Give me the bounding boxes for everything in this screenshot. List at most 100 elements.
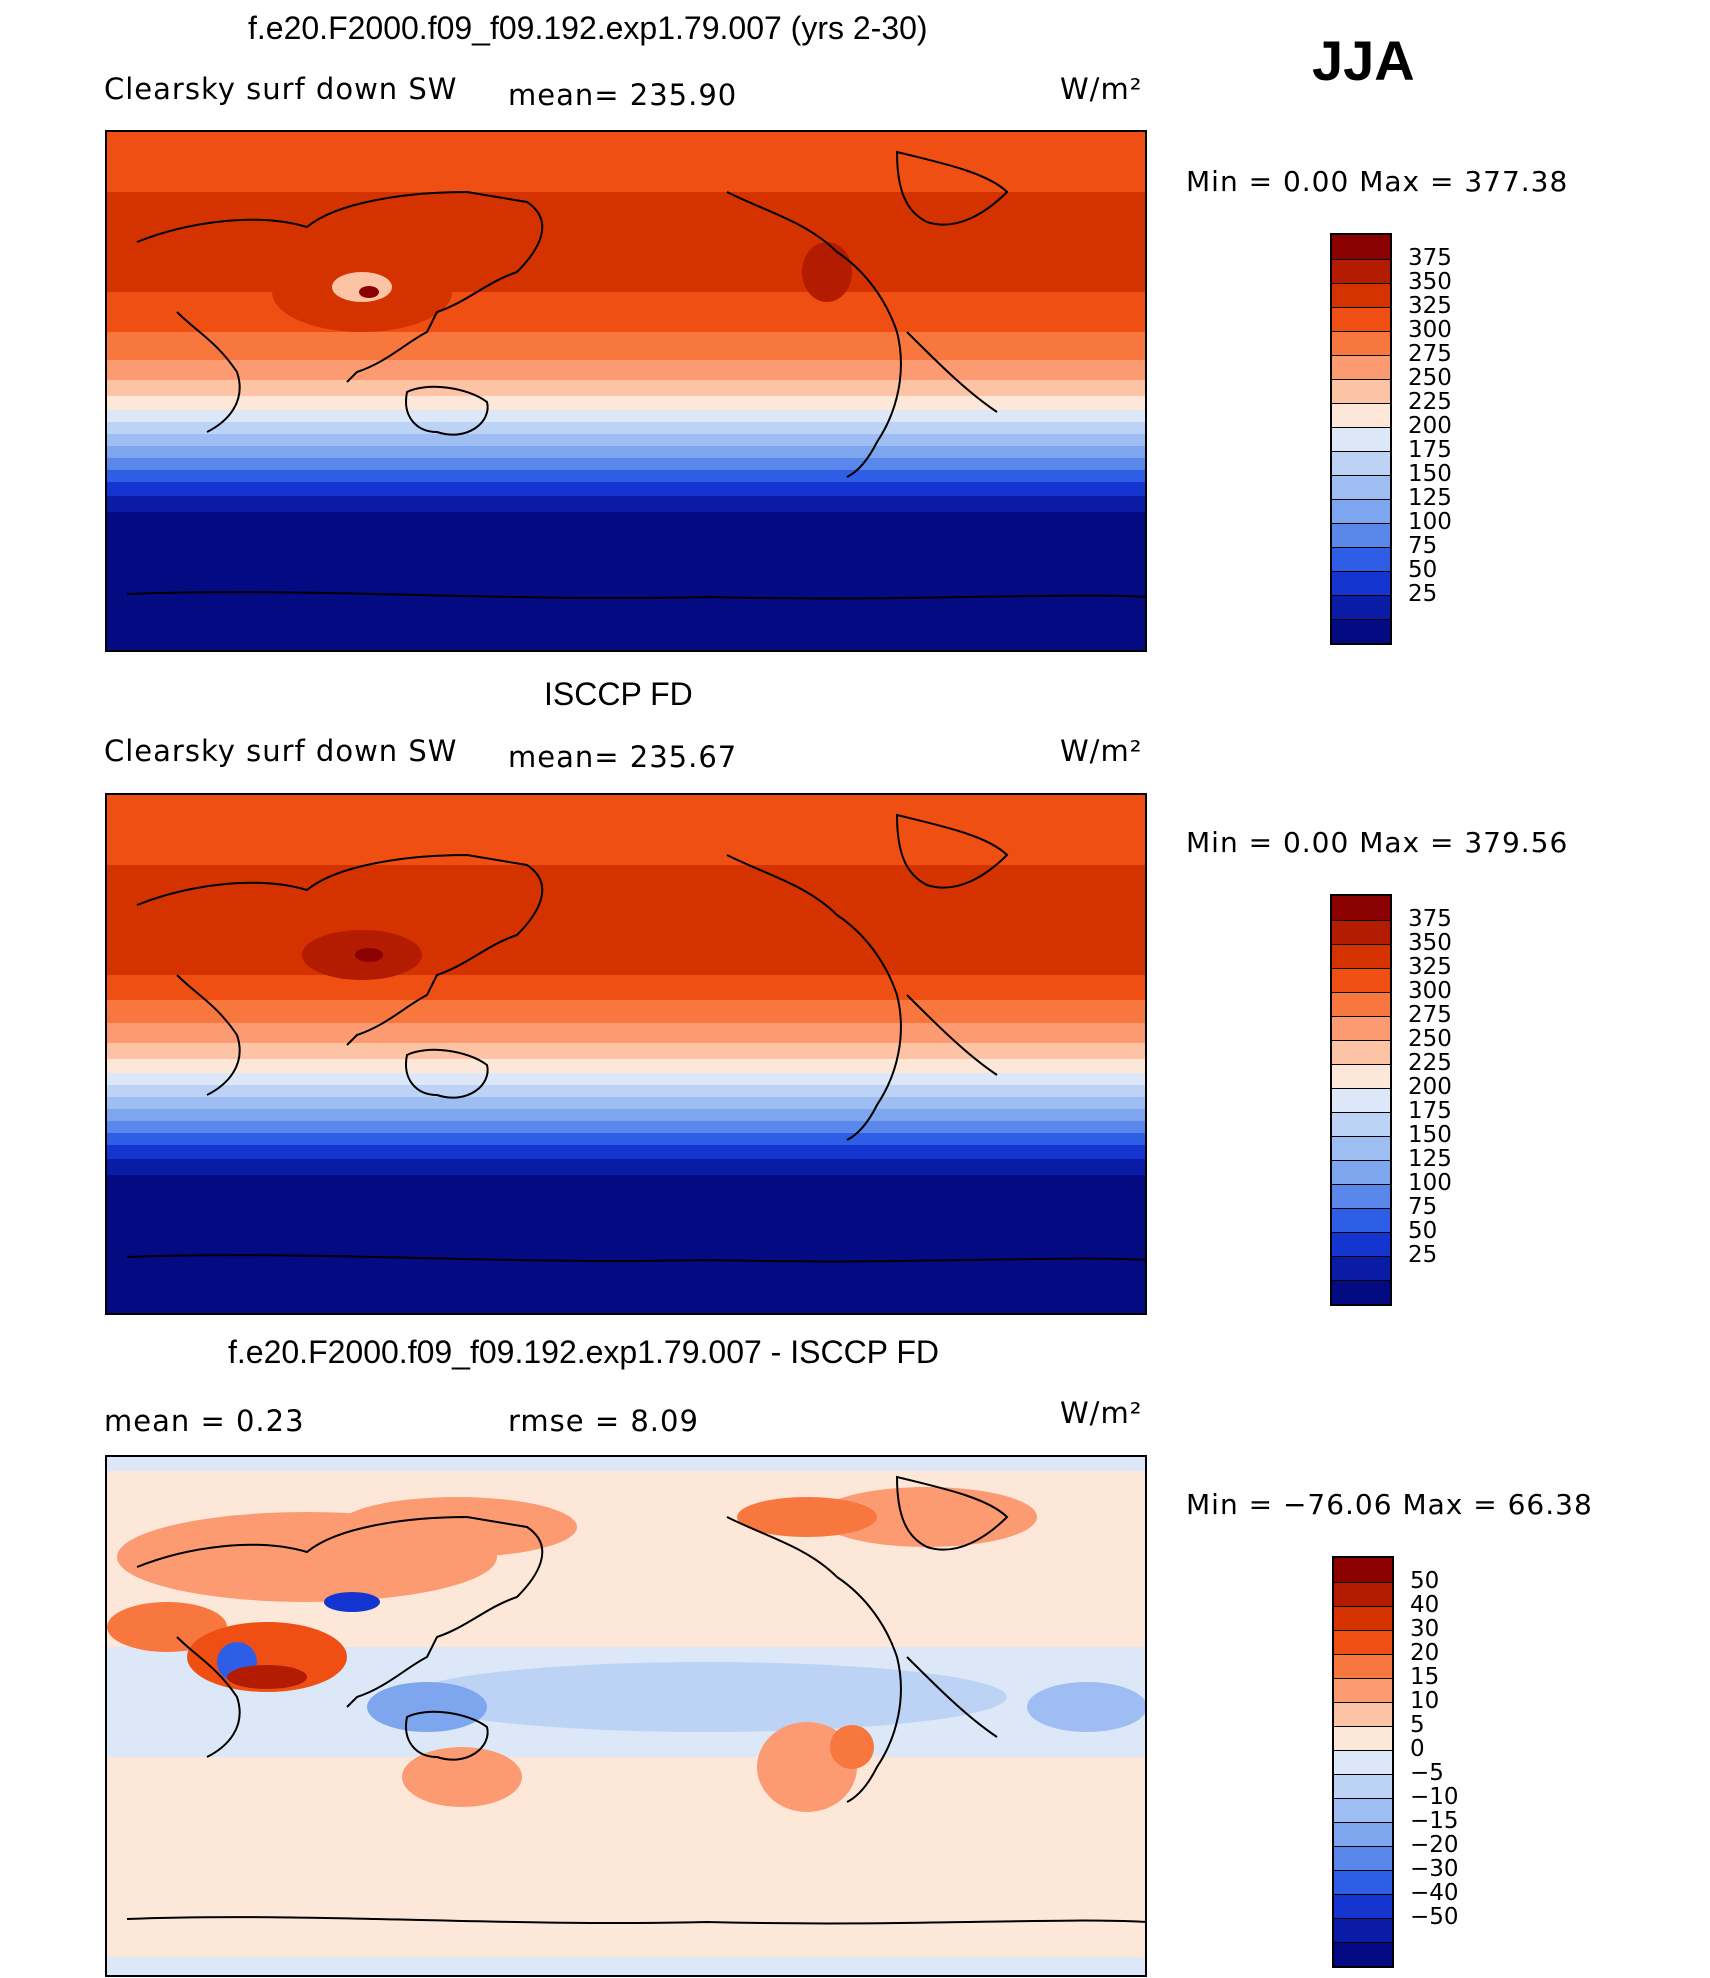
panel-2-units: W/m² <box>1060 734 1143 768</box>
colorbar-tick-label: −5 <box>1410 1760 1444 1786</box>
panel-1-map-field <box>107 132 1145 650</box>
colorbar-swatch <box>1334 1942 1392 1966</box>
colorbar-swatch <box>1332 619 1390 643</box>
colorbar-tick-label: 40 <box>1410 1592 1440 1618</box>
colorbar-swatch <box>1332 235 1390 259</box>
colorbar-tick-label: 300 <box>1408 317 1452 343</box>
colorbar-tick-label: −10 <box>1410 1784 1459 1810</box>
colorbar-swatch <box>1332 1280 1390 1304</box>
colorbar-tick-label: 375 <box>1408 245 1452 271</box>
colorbar-swatch <box>1332 379 1390 403</box>
panel-3-title: f.e20.F2000.f09_f09.192.exp1.79.007 - IS… <box>228 1334 939 1370</box>
colorbar-swatch <box>1332 1208 1390 1232</box>
colorbar-tick-label: 350 <box>1408 930 1452 956</box>
colorbar-swatch <box>1332 331 1390 355</box>
colorbar-swatch <box>1334 1726 1392 1750</box>
panel-2-mean-label: mean= 235.67 <box>508 740 738 774</box>
colorbar-tick-label: 200 <box>1408 413 1452 439</box>
panel-3-colorbar <box>1332 1556 1394 1968</box>
colorbar-swatch <box>1332 547 1390 571</box>
colorbar-tick-label: 300 <box>1408 978 1452 1004</box>
colorbar-tick-label: 250 <box>1408 1026 1452 1052</box>
colorbar-swatch <box>1332 1112 1390 1136</box>
panel-1-mean-label: mean= 235.90 <box>508 78 738 112</box>
colorbar-tick-label: 275 <box>1408 341 1452 367</box>
colorbar-tick-label: −40 <box>1410 1880 1459 1906</box>
colorbar-tick-label: 125 <box>1408 1146 1452 1172</box>
panel-3-mean-label: mean = 0.23 <box>104 1404 305 1438</box>
colorbar-swatch <box>1334 1582 1392 1606</box>
colorbar-swatch <box>1332 1136 1390 1160</box>
colorbar-swatch <box>1334 1870 1392 1894</box>
colorbar-swatch <box>1332 283 1390 307</box>
season-label: JJA <box>1312 29 1415 92</box>
colorbar-swatch <box>1334 1678 1392 1702</box>
panel-3-rmse-label: rmse = 8.09 <box>508 1404 699 1438</box>
colorbar-tick-label: 100 <box>1408 509 1452 535</box>
colorbar-tick-label: 175 <box>1408 1098 1452 1124</box>
colorbar-tick-label: 25 <box>1408 581 1438 607</box>
colorbar-swatch <box>1332 595 1390 619</box>
panel-1-colorbar <box>1330 233 1392 645</box>
colorbar-tick-label: 100 <box>1408 1170 1452 1196</box>
colorbar-swatch <box>1332 451 1390 475</box>
colorbar-tick-label: 150 <box>1408 1122 1452 1148</box>
panel-2-minmax: Min = 0.00 Max = 379.56 <box>1186 826 1569 859</box>
colorbar-swatch <box>1334 1774 1392 1798</box>
panel-2-map <box>105 793 1147 1315</box>
colorbar-swatch <box>1334 1918 1392 1942</box>
colorbar-swatch <box>1334 1798 1392 1822</box>
colorbar-swatch <box>1334 1630 1392 1654</box>
colorbar-swatch <box>1332 1232 1390 1256</box>
colorbar-tick-label: −15 <box>1410 1808 1459 1834</box>
colorbar-swatch <box>1332 920 1390 944</box>
colorbar-tick-label: 30 <box>1410 1616 1440 1642</box>
colorbar-swatch <box>1334 1702 1392 1726</box>
colorbar-tick-label: 50 <box>1410 1568 1440 1594</box>
colorbar-swatch <box>1332 1064 1390 1088</box>
colorbar-swatch <box>1334 1846 1392 1870</box>
colorbar-swatch <box>1334 1894 1392 1918</box>
colorbar-swatch <box>1332 992 1390 1016</box>
colorbar-swatch <box>1332 968 1390 992</box>
colorbar-swatch <box>1332 1160 1390 1184</box>
colorbar-tick-label: 10 <box>1410 1688 1440 1714</box>
colorbar-swatch <box>1334 1606 1392 1630</box>
colorbar-swatch <box>1332 307 1390 331</box>
panel-1-variable-label: Clearsky surf down SW <box>104 72 458 106</box>
colorbar-tick-label: 250 <box>1408 365 1452 391</box>
colorbar-swatch <box>1332 896 1390 920</box>
colorbar-tick-label: 50 <box>1408 1218 1438 1244</box>
colorbar-swatch <box>1334 1822 1392 1846</box>
panel-3-map-field <box>107 1457 1145 1975</box>
panel-2-title: ISCCP FD <box>544 676 693 712</box>
colorbar-swatch <box>1332 1040 1390 1064</box>
colorbar-swatch <box>1332 403 1390 427</box>
colorbar-tick-label: 50 <box>1408 557 1438 583</box>
colorbar-tick-label: 200 <box>1408 1074 1452 1100</box>
colorbar-tick-label: 20 <box>1410 1640 1440 1666</box>
panel-1-units: W/m² <box>1060 72 1143 106</box>
colorbar-tick-label: −50 <box>1410 1904 1459 1930</box>
colorbar-tick-label: 75 <box>1408 1194 1438 1220</box>
colorbar-tick-label: −20 <box>1410 1832 1459 1858</box>
panel-3-units: W/m² <box>1060 1396 1143 1430</box>
colorbar-swatch <box>1332 1088 1390 1112</box>
colorbar-tick-label: 15 <box>1410 1664 1440 1690</box>
colorbar-swatch <box>1332 355 1390 379</box>
colorbar-tick-label: 0 <box>1410 1736 1425 1762</box>
panel-3-map <box>105 1455 1147 1977</box>
colorbar-swatch <box>1332 944 1390 968</box>
colorbar-swatch <box>1334 1750 1392 1774</box>
colorbar-tick-label: 275 <box>1408 1002 1452 1028</box>
colorbar-tick-label: 375 <box>1408 906 1452 932</box>
colorbar-tick-label: 225 <box>1408 389 1452 415</box>
colorbar-tick-label: 225 <box>1408 1050 1452 1076</box>
colorbar-swatch <box>1332 1016 1390 1040</box>
panel-1-minmax: Min = 0.00 Max = 377.38 <box>1186 165 1569 198</box>
colorbar-swatch <box>1332 499 1390 523</box>
panel-2-variable-label: Clearsky surf down SW <box>104 734 458 768</box>
panel-1-title: f.e20.F2000.f09_f09.192.exp1.79.007 (yrs… <box>248 10 928 46</box>
colorbar-tick-label: 75 <box>1408 533 1438 559</box>
colorbar-swatch <box>1334 1654 1392 1678</box>
